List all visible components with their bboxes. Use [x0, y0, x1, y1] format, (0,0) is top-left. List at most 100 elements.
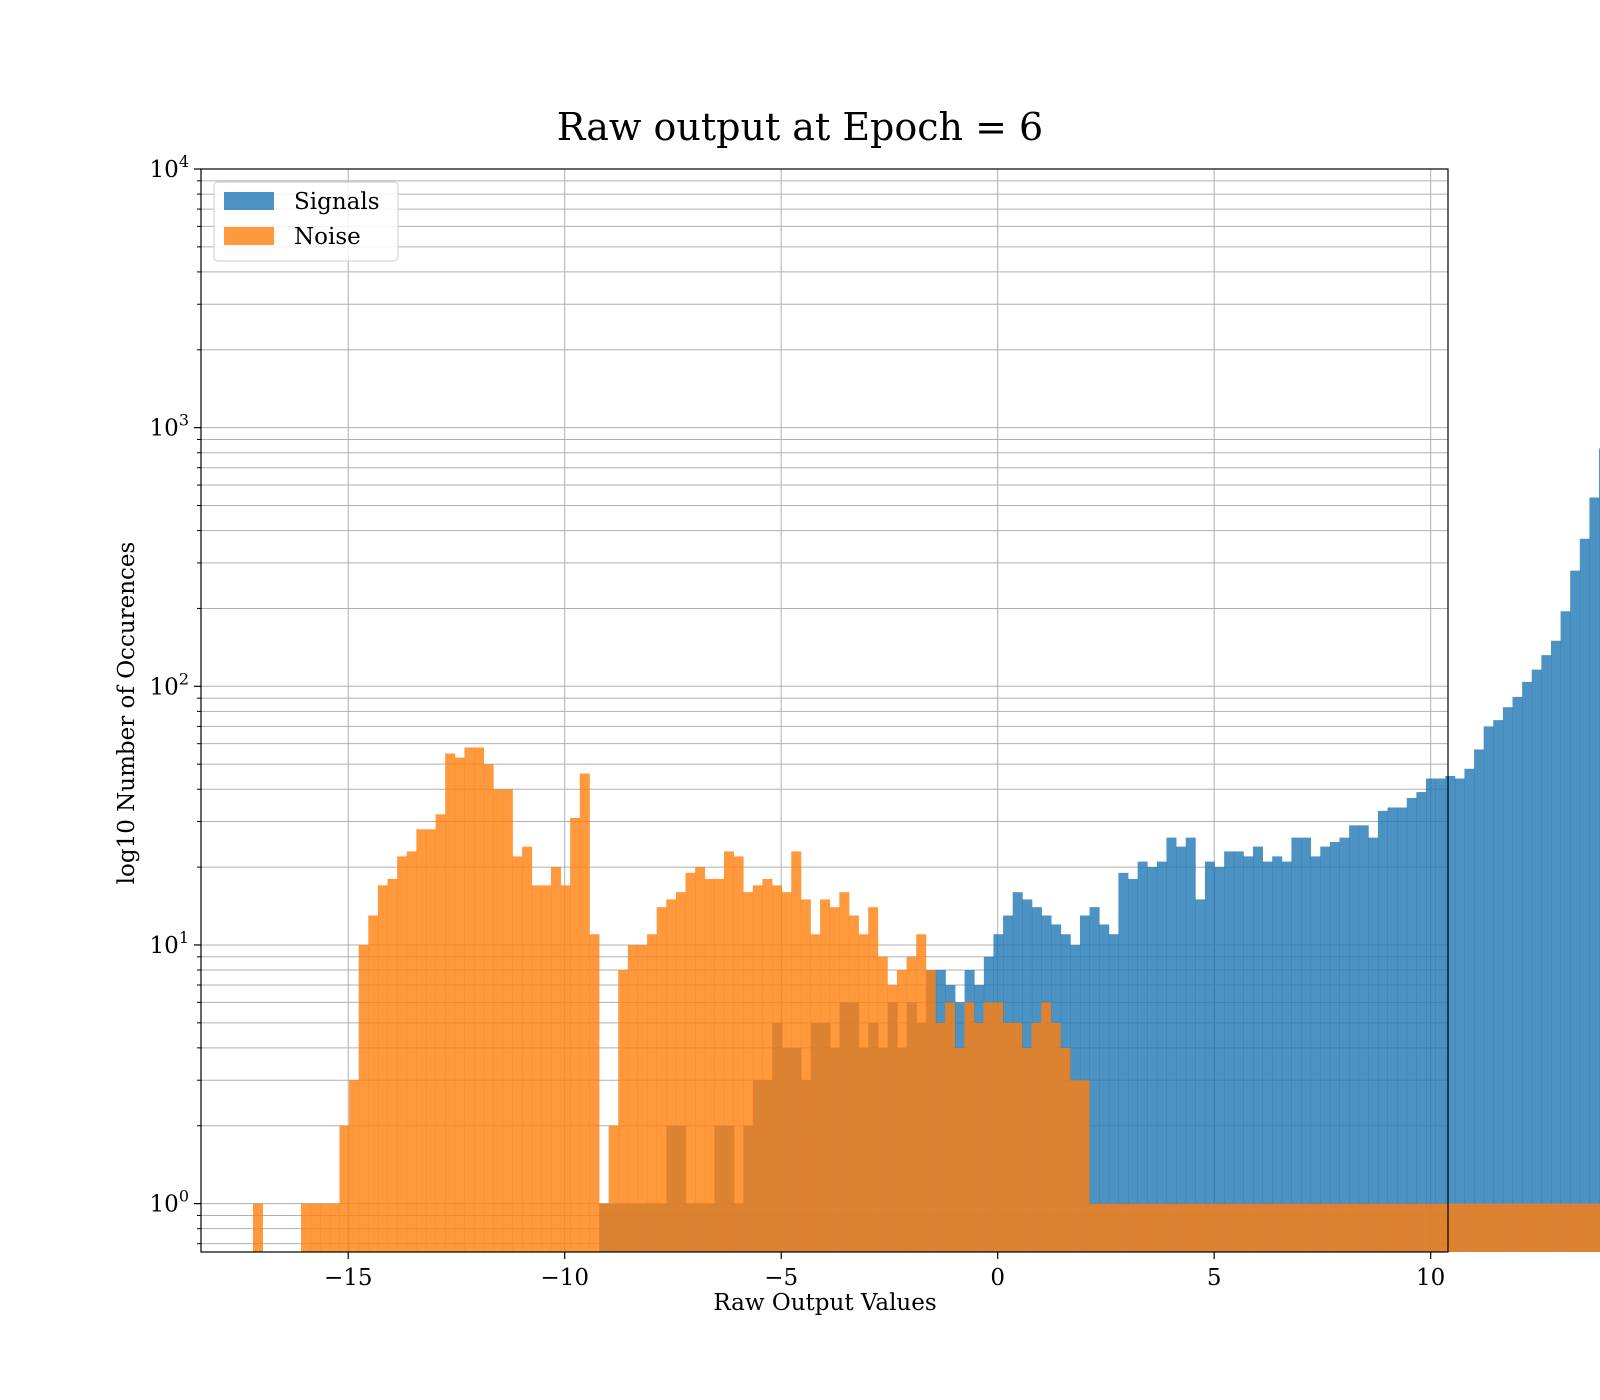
histogram-bar — [1060, 1047, 1071, 1252]
histogram-bar — [1021, 1047, 1032, 1252]
histogram-bar — [1166, 1203, 1177, 1252]
histogram-bar — [858, 934, 869, 1252]
histogram-bar — [1233, 851, 1244, 1252]
histogram-bar — [945, 1002, 956, 1252]
histogram-bar — [1300, 1203, 1311, 1252]
histogram-bar — [397, 856, 408, 1252]
histogram-bar — [570, 817, 581, 1252]
histogram-bar — [483, 764, 494, 1252]
y-tick-label: 101 — [150, 928, 189, 959]
series-noise — [252, 747, 1600, 1252]
histogram-bar — [1445, 776, 1456, 1252]
histogram-bar — [1214, 1203, 1225, 1252]
histogram-bar — [896, 970, 907, 1252]
histogram-bar — [1377, 1203, 1388, 1252]
histogram-bar — [1522, 681, 1533, 1252]
histogram-bar — [1204, 861, 1215, 1252]
histogram-bar — [1589, 1203, 1600, 1252]
histogram-bar — [1349, 825, 1360, 1252]
histogram-bar — [781, 892, 792, 1252]
histogram-bar — [675, 892, 686, 1252]
histogram-bar — [1483, 726, 1494, 1252]
histogram-bar — [368, 915, 379, 1252]
histogram-bar — [1137, 861, 1148, 1252]
histogram-bar — [1176, 846, 1187, 1252]
histogram-bar — [1550, 1203, 1561, 1252]
histogram-bar — [839, 892, 850, 1252]
x-tick-label: 0 — [990, 1265, 1005, 1291]
histogram-bar — [1224, 851, 1235, 1252]
histogram-bar — [502, 789, 513, 1252]
histogram-bar — [579, 773, 590, 1252]
histogram-bar — [1502, 1203, 1513, 1252]
histogram-bar — [1444, 1203, 1455, 1252]
chart-title: Raw output at Epoch = 6 — [557, 105, 1043, 149]
histogram-bar — [1204, 1203, 1215, 1252]
histogram-bar — [1579, 1203, 1590, 1252]
histogram-bar — [1041, 1002, 1052, 1252]
legend-label-signals: Signals — [294, 189, 380, 215]
histogram-bar — [1147, 867, 1158, 1252]
y-tick-label: 100 — [150, 1187, 189, 1218]
histogram-bar — [1416, 792, 1427, 1252]
histogram-bar — [1291, 1203, 1302, 1252]
x-tick-label: 10 — [1416, 1265, 1445, 1291]
histogram-bar — [695, 867, 706, 1252]
histogram-bar — [1089, 1203, 1100, 1252]
ticks-layer: −15 −10 −5 0 5 10 100 101 102 103 104 — [150, 152, 1446, 1291]
histogram-bar — [935, 1022, 946, 1252]
histogram-bar — [1252, 1203, 1263, 1252]
legend-swatch-signals — [224, 192, 274, 210]
histogram-bar — [1377, 810, 1388, 1252]
histogram-bar — [983, 1002, 994, 1252]
histogram-bar — [1195, 899, 1206, 1252]
histogram-bar — [1031, 1022, 1042, 1252]
histogram-bar — [1598, 1203, 1600, 1252]
histogram-bar — [1156, 861, 1167, 1252]
histogram-bar — [522, 846, 533, 1252]
histogram-bar — [1474, 749, 1485, 1252]
histogram-bar — [762, 878, 773, 1252]
histogram-bar — [320, 1203, 331, 1252]
histogram-bar — [387, 878, 398, 1252]
histogram-bar — [1454, 1203, 1465, 1252]
histogram-bar — [1589, 497, 1600, 1252]
histogram-bar — [1512, 1203, 1523, 1252]
histogram-bar — [1396, 1203, 1407, 1252]
histogram-bar — [1473, 1203, 1484, 1252]
histogram-bar — [1118, 1203, 1129, 1252]
histogram-bar — [1185, 837, 1196, 1252]
histogram-bar — [820, 899, 831, 1252]
histogram-bar — [1156, 1203, 1167, 1252]
histogram-bar — [1329, 1203, 1340, 1252]
histogram-bar — [1166, 837, 1177, 1252]
histogram-bar — [1281, 861, 1292, 1252]
histogram-bar — [1348, 1203, 1359, 1252]
histogram-bar — [1127, 1203, 1138, 1252]
y-tick-label: 102 — [150, 669, 189, 700]
x-axis-label: Raw Output Values — [713, 1290, 936, 1316]
legend-swatch-noise — [224, 227, 274, 245]
histogram-bar — [454, 757, 465, 1252]
histogram-bar — [1435, 778, 1446, 1252]
histogram-bar — [1339, 1203, 1350, 1252]
histogram-bar — [512, 856, 523, 1252]
histogram-bar — [1262, 1203, 1273, 1252]
histogram-bar — [1358, 825, 1369, 1252]
histogram-bar — [800, 899, 811, 1252]
histogram-bar — [377, 885, 388, 1252]
histogram-bar — [1272, 856, 1283, 1252]
histogram-bar — [1367, 1203, 1378, 1252]
histogram-bar — [1502, 707, 1513, 1252]
histogram-bar — [1310, 1203, 1321, 1252]
histogram-bar — [1108, 1203, 1119, 1252]
histogram-bar — [1099, 924, 1110, 1252]
histogram-bar — [608, 1125, 619, 1252]
histogram-bar — [1464, 1203, 1475, 1252]
histogram-bar — [877, 956, 888, 1252]
histogram-bar — [599, 1203, 610, 1252]
histogram-bar — [1243, 1203, 1254, 1252]
histogram-bar — [1301, 837, 1312, 1252]
histogram-bar — [1406, 797, 1417, 1252]
